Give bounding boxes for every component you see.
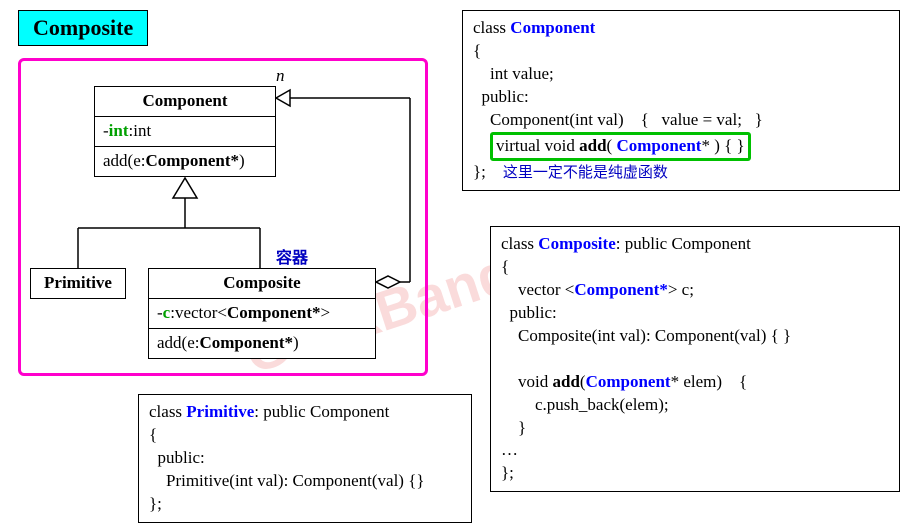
uml-composite-field: -c:vector<Component*> [149,299,375,329]
title-badge: Composite [18,10,148,46]
code-component: class Component { int value; public: Com… [462,10,900,191]
uml-component-title: Component [95,87,275,117]
uml-composite-method: add(e:Component*) [149,329,375,358]
uml-primitive: Primitive [30,268,126,299]
uml-composite: Composite -c:vector<Component*> add(e:Co… [148,268,376,359]
code-primitive: class Primitive: public Component { publ… [138,394,472,523]
uml-composite-title: Composite [149,269,375,299]
uml-component-field: -int:int [95,117,275,147]
composite-label: 容器 [276,244,308,268]
code-composite: class Composite: public Component { vect… [490,226,900,492]
n-label: n [276,66,285,86]
uml-component: Component -int:int add(e:Component*) [94,86,276,177]
uml-primitive-title: Primitive [31,269,125,298]
uml-component-method: add(e:Component*) [95,147,275,176]
